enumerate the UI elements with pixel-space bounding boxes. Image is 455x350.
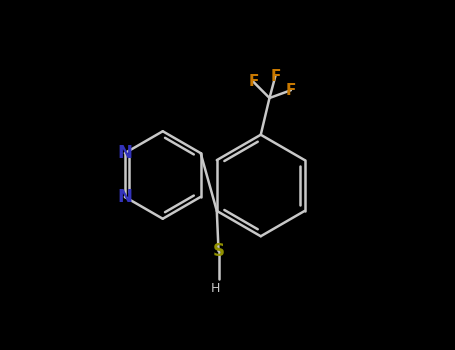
Text: N: N <box>117 188 132 206</box>
Text: F: F <box>248 75 258 89</box>
Text: S: S <box>212 242 225 260</box>
Text: F: F <box>270 69 281 84</box>
Text: H: H <box>211 282 220 295</box>
Text: F: F <box>286 83 296 98</box>
Text: N: N <box>117 144 132 162</box>
